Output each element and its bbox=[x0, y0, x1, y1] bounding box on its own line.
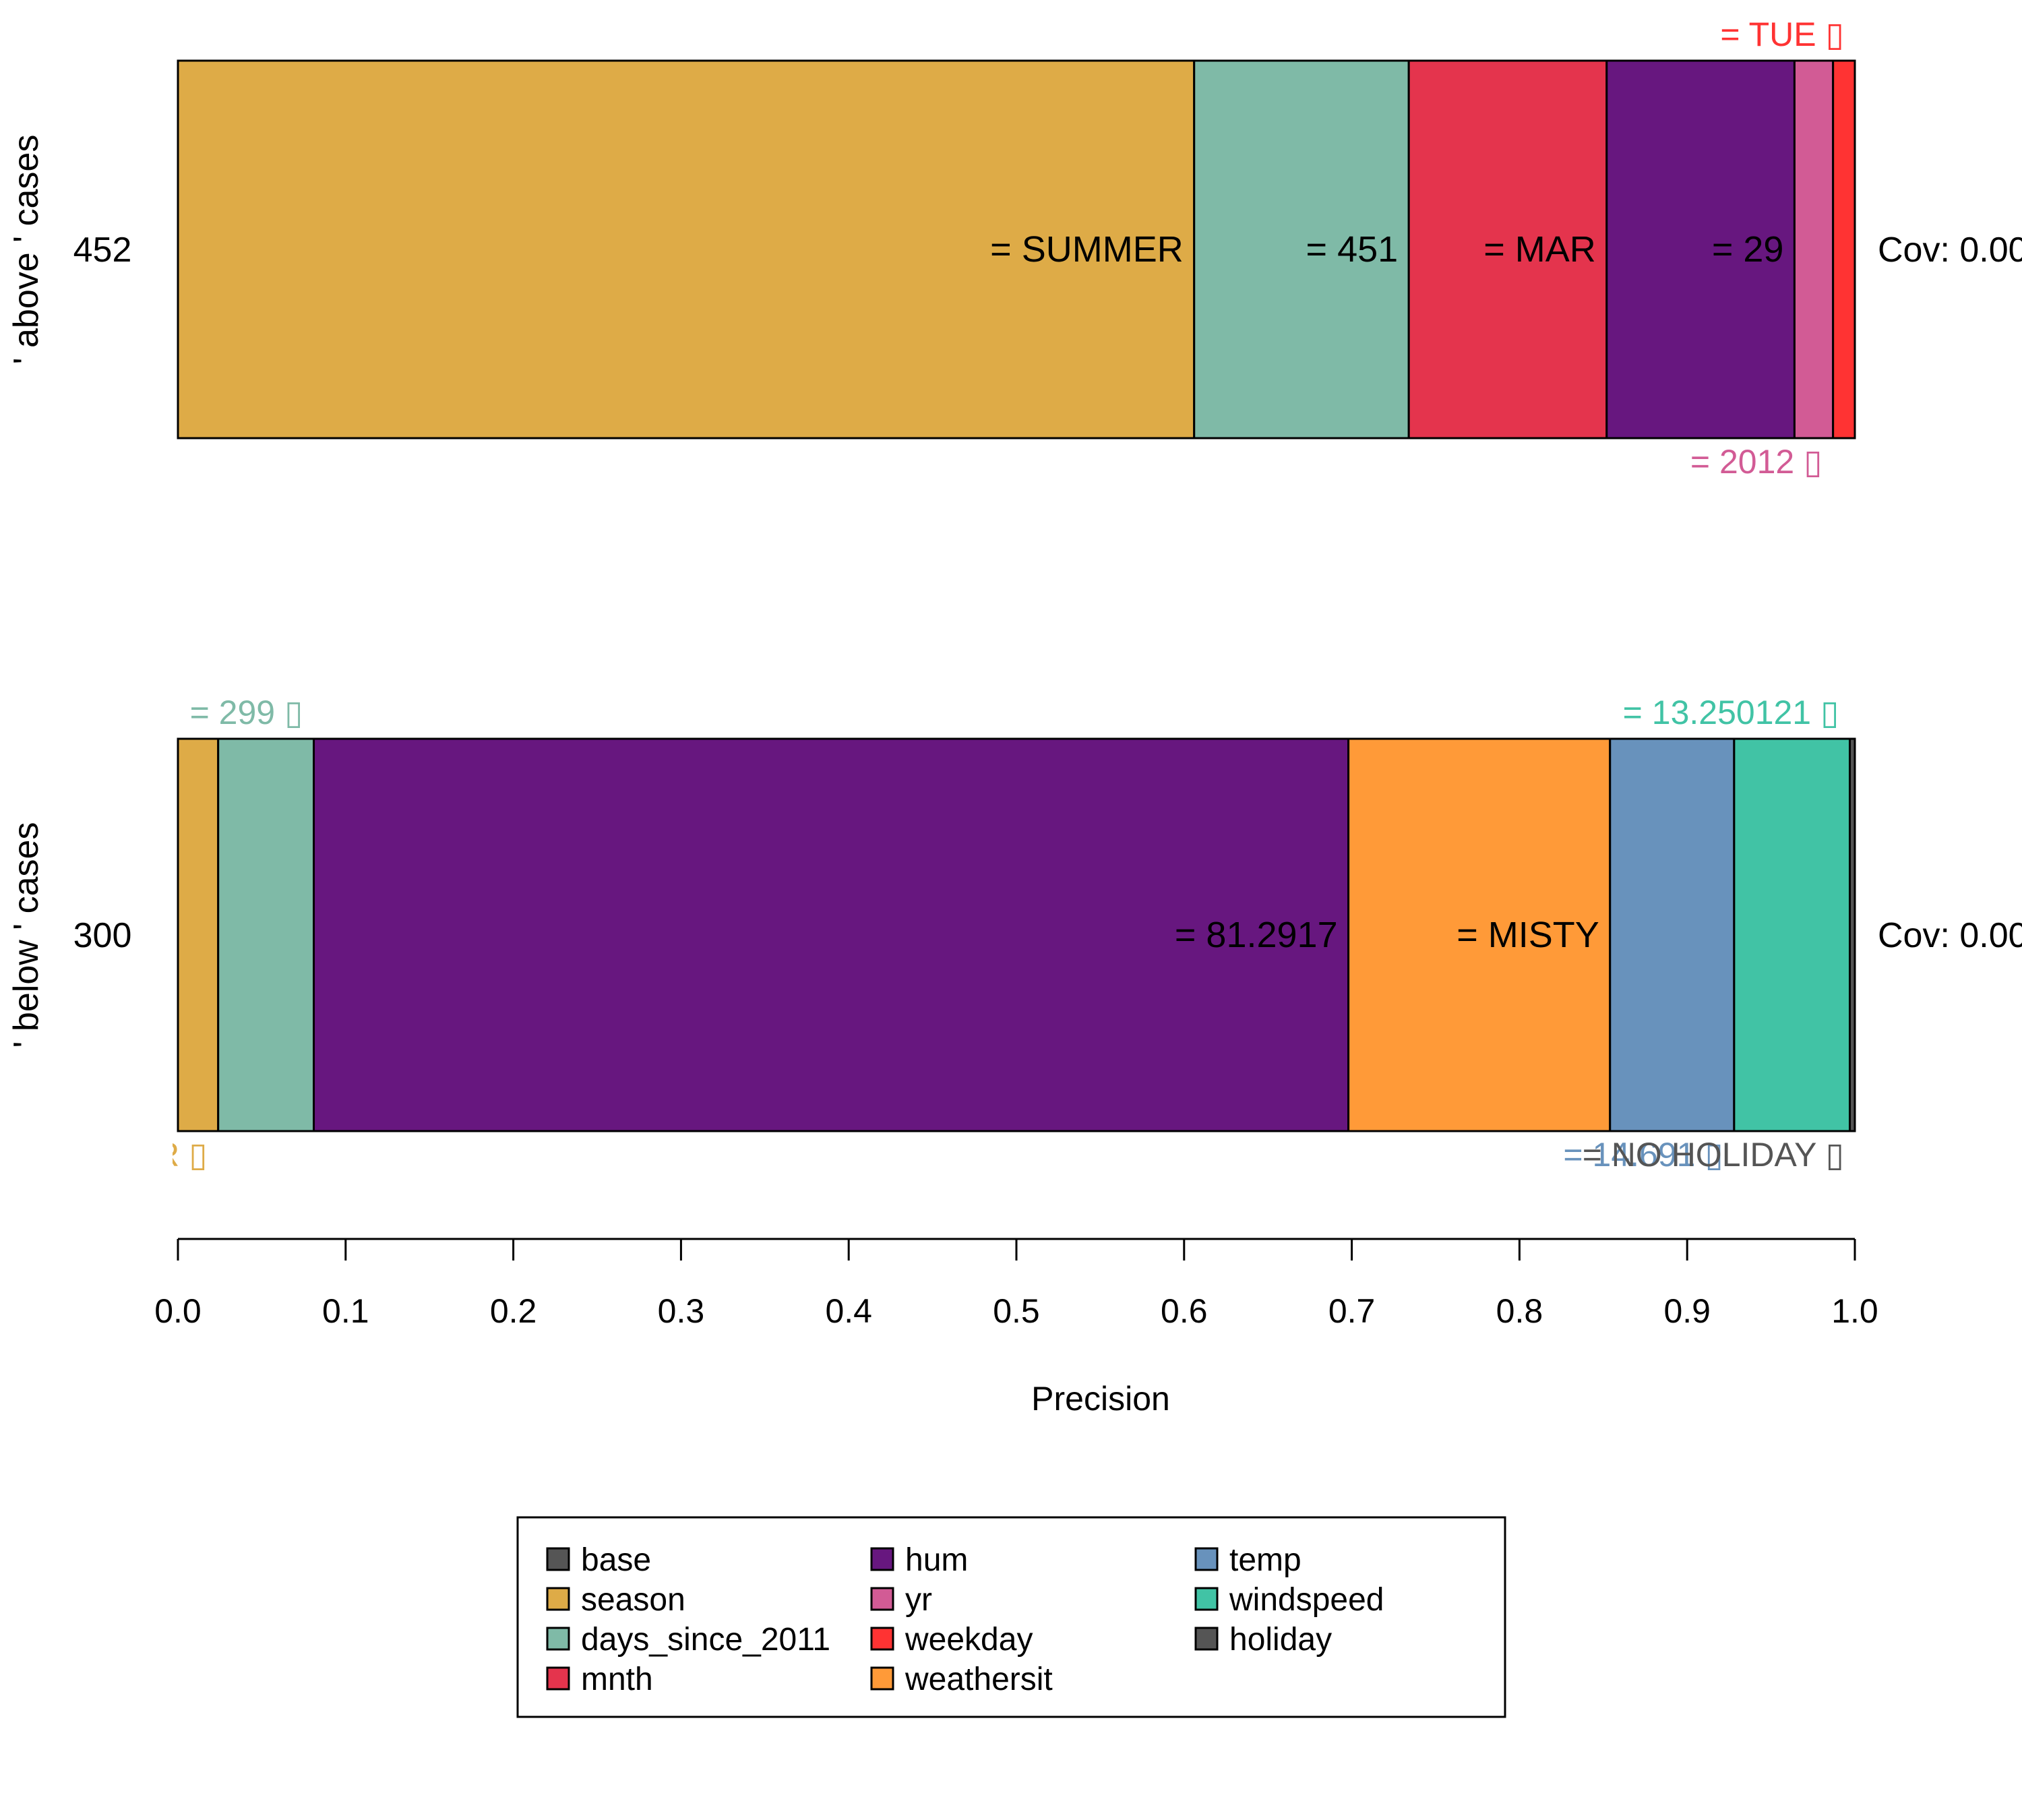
legend-item-holiday: holiday bbox=[1194, 1622, 1332, 1658]
x-tick-label: 0.3 bbox=[658, 1292, 705, 1330]
segment-label-hum: = 29 bbox=[1712, 229, 1784, 270]
segment-label-days_since_2011: = 299 ▯ bbox=[190, 694, 303, 731]
x-tick-label: 0.1 bbox=[322, 1292, 369, 1330]
x-tick-label: 0.5 bbox=[993, 1292, 1040, 1330]
legend-item-weathersit: weathersit bbox=[870, 1662, 1053, 1697]
legend-item-windspeed: windspeed bbox=[1194, 1582, 1384, 1618]
x-axis: 0.0 0.1 0.2 0.3 0.4 0.5 0.6 0.7 0.8 0.9 1.0 bbox=[154, 1238, 1878, 1330]
bar-group-300: = WINTER ▯ = 299 ▯ = 81.2917 = MISTY = 14.69… bbox=[7, 694, 2022, 1174]
segment-label-yr: = 2012 ▯ bbox=[1690, 443, 1822, 481]
bar-group-452: = SUMMER = 451 = MAR = 29 = 2012 ▯ = TUE ▯ 452… bbox=[7, 16, 2022, 481]
bar-group-label: ' above ' cases bbox=[7, 135, 46, 365]
legend-swatch bbox=[546, 1547, 570, 1571]
bar-segment-mnth bbox=[1407, 59, 1608, 439]
segment-label-weekday: = TUE ▯ bbox=[1720, 16, 1844, 53]
legend-swatch bbox=[1194, 1627, 1219, 1651]
segment-label-mnth: = MAR bbox=[1483, 229, 1596, 270]
legend-label: weathersit bbox=[905, 1662, 1053, 1697]
bar-segment-hum bbox=[1605, 59, 1796, 439]
legend-item-days_since_2011: days_since_2011 bbox=[546, 1622, 830, 1658]
legend-item-weekday: weekday bbox=[870, 1622, 1033, 1658]
case-id-label: 452 bbox=[73, 231, 132, 270]
x-tick-label: 0.4 bbox=[825, 1292, 872, 1330]
legend-label: holiday bbox=[1229, 1622, 1332, 1658]
legend-swatch bbox=[870, 1666, 894, 1691]
legend-item-mnth: mnth bbox=[546, 1662, 653, 1697]
bar-segment-holiday bbox=[1849, 737, 1856, 1132]
segment-label-days_since_2011: = 451 bbox=[1306, 229, 1399, 270]
legend-swatch bbox=[870, 1587, 894, 1611]
x-tick-label: 1.0 bbox=[1831, 1292, 1878, 1330]
segment-label-windspeed: = 13.250121 ▯ bbox=[1623, 694, 1839, 731]
legend-item-base: base bbox=[546, 1542, 651, 1578]
legend-swatch bbox=[546, 1666, 570, 1691]
segment-label-holiday: = NO HOLIDAY ▯ bbox=[1583, 1136, 1844, 1174]
bar-segment-yr bbox=[1793, 59, 1835, 439]
bar-segment-season bbox=[177, 737, 220, 1132]
bar-segment-days_since_2011 bbox=[217, 737, 315, 1132]
legend-swatch bbox=[546, 1627, 570, 1651]
bar-segment-season bbox=[177, 59, 1196, 439]
segment-label-season: = WINTER ▯ bbox=[18, 1136, 208, 1174]
x-tick-label: 0.9 bbox=[1663, 1292, 1711, 1330]
legend-item-temp: temp bbox=[1194, 1542, 1301, 1578]
segment-label-weathersit: = MISTY bbox=[1457, 915, 1599, 955]
legend-item-hum: hum bbox=[870, 1542, 968, 1578]
coverage-label: Cov: 0.00 bbox=[1878, 231, 2022, 270]
segment-label-temp: = 14.691 ▯ bbox=[1563, 1136, 1723, 1174]
x-tick-label: 0.0 bbox=[154, 1292, 202, 1330]
x-tick-label: 0.7 bbox=[1328, 1292, 1376, 1330]
legend-swatch bbox=[1194, 1587, 1219, 1611]
legend-label: days_since_2011 bbox=[581, 1622, 830, 1658]
legend-label: base bbox=[581, 1542, 651, 1578]
bar-segment-weathersit bbox=[1347, 737, 1612, 1132]
legend-label: hum bbox=[905, 1542, 968, 1578]
legend-label: season bbox=[581, 1582, 685, 1618]
bar-segment-days_since_2011 bbox=[1193, 59, 1410, 439]
bar-segment-weekday bbox=[1832, 59, 1856, 439]
x-tick-label: 0.6 bbox=[1161, 1292, 1208, 1330]
legend-swatch bbox=[870, 1547, 894, 1571]
legend-item-yr: yr bbox=[870, 1582, 932, 1618]
bar-segment-windspeed bbox=[1733, 737, 1851, 1132]
case-id-label: 300 bbox=[73, 916, 132, 955]
bars-layer: = SUMMER = 451 = MAR = 29 = 2012 ▯ = TUE ▯ 452… bbox=[7, 16, 2022, 1174]
coverage-label: Cov: 0.00 bbox=[1878, 916, 2022, 955]
legend-item-season: season bbox=[546, 1582, 685, 1618]
legend-label: yr bbox=[905, 1582, 932, 1618]
x-tick-label: 0.8 bbox=[1496, 1292, 1543, 1330]
legend-label: temp bbox=[1229, 1542, 1301, 1578]
legend-swatch bbox=[546, 1587, 570, 1611]
bar-segment-temp bbox=[1609, 737, 1736, 1132]
legend-box bbox=[516, 1516, 1506, 1718]
x-tick-label: 0.2 bbox=[490, 1292, 537, 1330]
bar-group-label: ' below ' cases bbox=[7, 822, 46, 1048]
legend-swatch bbox=[1194, 1547, 1219, 1571]
legend-swatch bbox=[870, 1627, 894, 1651]
segment-label-season: = SUMMER bbox=[990, 229, 1184, 270]
legend-label: weekday bbox=[905, 1622, 1033, 1658]
x-axis-title: Precision bbox=[1031, 1380, 1170, 1418]
segment-label-hum: = 81.2917 bbox=[1175, 915, 1338, 955]
legend-label: windspeed bbox=[1229, 1582, 1384, 1618]
legend-label: mnth bbox=[581, 1662, 653, 1697]
